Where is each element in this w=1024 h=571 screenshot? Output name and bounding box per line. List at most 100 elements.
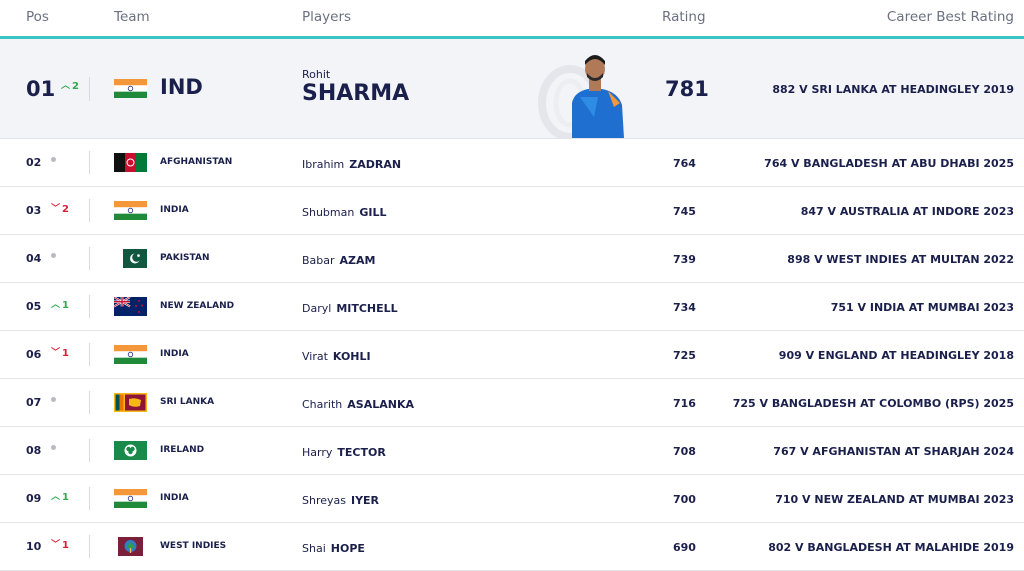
leader-row[interactable]: 01 ︿ 2 IND Rohit SHARMA <box>0 39 1024 141</box>
team-name[interactable]: SRI LANKA <box>160 397 215 407</box>
position: 01 <box>26 77 56 101</box>
divider <box>89 151 90 174</box>
career-best: 767 V AFGHANISTAN AT SHARJAH 2024 <box>773 445 1014 458</box>
new-zealand-flag <box>114 297 147 316</box>
header-team[interactable]: Team <box>114 9 150 25</box>
table-row[interactable]: 05 ︿ 1 NEW ZEALAND Daryl MITCHELL 734 751… <box>0 283 1024 331</box>
header-rating[interactable]: Rating <box>662 9 706 25</box>
west-indies-flag <box>114 537 147 556</box>
player-portrait <box>536 45 632 141</box>
rating: 700 <box>673 493 696 506</box>
career-best: 898 V WEST INDIES AT MULTAN 2022 <box>787 253 1014 266</box>
team-name[interactable]: INDIA <box>160 205 189 215</box>
position: 10 <box>26 540 42 553</box>
career-best: 725 V BANGLADESH AT COLOMBO (RPS) 2025 <box>732 397 1014 410</box>
chevron-down-icon: ﹀ <box>51 348 61 358</box>
team-name[interactable]: INDIA <box>160 493 189 503</box>
player-first-name: Shai <box>302 542 326 555</box>
player-last-name[interactable]: SHARMA <box>302 81 410 106</box>
no-change-icon <box>51 397 56 402</box>
team-name[interactable]: NEW ZEALAND <box>160 301 235 311</box>
table-row[interactable]: 10 ﹀ 1 WEST INDIES Shai HOPE 690 802 V BA… <box>0 523 1024 571</box>
team-name[interactable]: IRELAND <box>160 445 205 455</box>
table-row[interactable]: 04 PAKISTAN Babar AZAM 739 898 V WEST IND… <box>0 235 1024 283</box>
team-name[interactable]: WEST INDIES <box>160 541 227 551</box>
table-header: Pos Team Players Rating Career Best Rati… <box>0 0 1024 39</box>
career-best: 751 V INDIA AT MUMBAI 2023 <box>830 301 1014 314</box>
table-row[interactable]: 06 ﹀ 1 INDIA Virat KOHLI 725 909 V ENGLAN… <box>0 331 1024 379</box>
player-name[interactable]: Virat KOHLI <box>302 350 371 363</box>
table-row[interactable]: 09 ︿ 1 INDIA Shreyas IYER 700 710 V NEW Z… <box>0 475 1024 523</box>
player-last-name: IYER <box>350 494 380 507</box>
player-last-name: AZAM <box>339 254 376 267</box>
header-career-best[interactable]: Career Best Rating <box>886 9 1014 25</box>
chevron-down-icon: ﹀ <box>51 204 61 214</box>
header-pos[interactable]: Pos <box>26 9 49 25</box>
player-name[interactable]: Charith ASALANKA <box>302 398 414 411</box>
divider <box>89 77 90 101</box>
player-first-name: Shreyas <box>302 494 346 507</box>
player-name[interactable]: Shreyas IYER <box>302 494 379 507</box>
player-name[interactable]: Babar AZAM <box>302 254 376 267</box>
player-name[interactable]: Harry TECTOR <box>302 446 386 459</box>
movement <box>51 444 56 450</box>
movement-value: 1 <box>62 300 69 311</box>
position: 03 <box>26 204 42 217</box>
table-row[interactable]: 08 IRELAND Harry TECTOR 708 767 V AFGHANI… <box>0 427 1024 475</box>
table-row[interactable]: 07 SRI LANKA Charith ASALANKA 716 725 V B… <box>0 379 1024 427</box>
chevron-up-icon: ︿ <box>61 81 71 91</box>
player-last-name: GILL <box>359 206 387 219</box>
position: 08 <box>26 444 42 457</box>
player-name[interactable]: Ibrahim ZADRAN <box>302 158 401 171</box>
movement <box>51 252 56 258</box>
movement-value: 1 <box>62 348 69 359</box>
rating: 734 <box>673 301 696 314</box>
position: 02 <box>26 156 42 169</box>
table-row[interactable]: 03 ﹀ 2 INDIA Shubman GILL 745 847 V AUSTR… <box>0 187 1024 235</box>
movement: ﹀ 1 <box>51 348 69 359</box>
player-first-name: Ibrahim <box>302 158 345 171</box>
movement: ︿ 2 <box>61 81 79 92</box>
sri-lanka-flag <box>114 393 147 412</box>
player-name[interactable]: Daryl MITCHELL <box>302 302 398 315</box>
player-first-name: Shubman <box>302 206 355 219</box>
header-players[interactable]: Players <box>302 9 352 25</box>
player-last-name: KOHLI <box>332 350 371 363</box>
divider <box>89 535 90 558</box>
team-name[interactable]: AFGHANISTAN <box>160 157 233 167</box>
player-last-name: TECTOR <box>337 446 386 459</box>
rating: 725 <box>673 349 696 362</box>
player-first-name: Virat <box>302 350 328 363</box>
table-row[interactable]: 02 AFGHANISTAN Ibrahim ZADRAN 764 764 V B… <box>0 139 1024 187</box>
player-name[interactable]: Shai HOPE <box>302 542 365 555</box>
movement <box>51 156 56 162</box>
position: 04 <box>26 252 42 265</box>
movement: ﹀ 1 <box>51 540 69 551</box>
career-best: 764 V BANGLADESH AT ABU DHABI 2025 <box>764 157 1014 170</box>
ireland-flag <box>114 441 147 460</box>
team-name[interactable]: PAKISTAN <box>160 253 210 263</box>
movement-value: 1 <box>62 492 69 503</box>
divider <box>89 199 90 222</box>
career-best: 909 V ENGLAND AT HEADINGLEY 2018 <box>778 349 1014 362</box>
career-best: 882 V SRI LANKA AT HEADINGLEY 2019 <box>772 83 1014 96</box>
rating: 745 <box>673 205 696 218</box>
movement-value: 2 <box>62 204 69 215</box>
india-flag <box>114 489 147 508</box>
position: 06 <box>26 348 42 361</box>
no-change-icon <box>51 157 56 162</box>
position: 07 <box>26 396 42 409</box>
divider <box>89 439 90 462</box>
team-name[interactable]: IND <box>160 75 203 99</box>
player-first-name: Daryl <box>302 302 332 315</box>
player-first-name: Charith <box>302 398 343 411</box>
position: 09 <box>26 492 42 505</box>
movement-value: 1 <box>62 540 69 551</box>
career-best: 847 V AUSTRALIA AT INDORE 2023 <box>800 205 1014 218</box>
player-name[interactable]: Shubman GILL <box>302 206 386 219</box>
career-best: 710 V NEW ZEALAND AT MUMBAI 2023 <box>775 493 1014 506</box>
chevron-up-icon: ︿ <box>51 492 61 502</box>
team-name[interactable]: INDIA <box>160 349 189 359</box>
no-change-icon <box>51 445 56 450</box>
india-flag <box>114 201 147 220</box>
